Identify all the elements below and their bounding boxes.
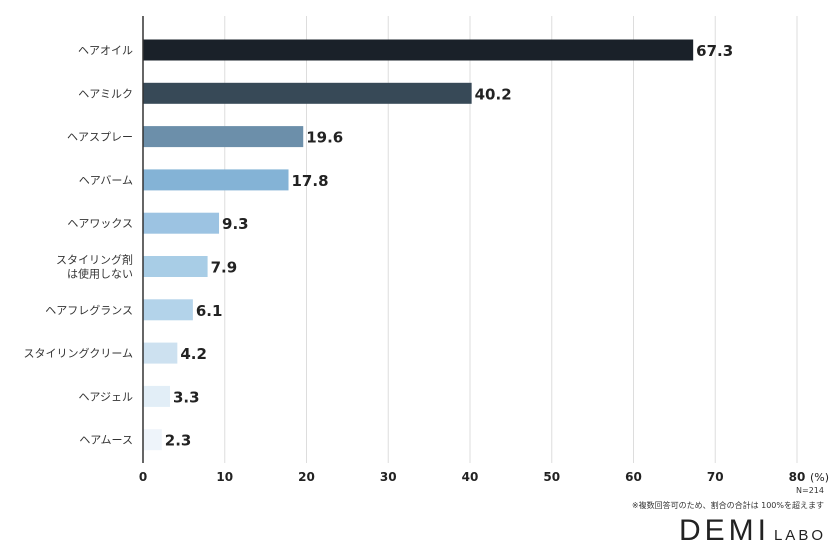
value-label: 4.2 bbox=[180, 345, 207, 363]
x-tick-label: 30 bbox=[380, 470, 397, 484]
category-label: ヘアジェル bbox=[78, 390, 133, 403]
bar bbox=[143, 212, 220, 234]
bar bbox=[143, 82, 472, 104]
x-tick-label: 60 bbox=[625, 470, 642, 484]
category-label: ヘアバーム bbox=[79, 174, 133, 187]
value-label: 67.3 bbox=[696, 42, 733, 60]
category-label: スタイリング剤 bbox=[56, 253, 133, 267]
multiple-answer-note: ※複数回答可のため、割合の合計は 100%を超えます bbox=[631, 501, 824, 510]
sample-size-note: N=214 bbox=[796, 486, 824, 495]
category-label: は使用しない bbox=[67, 268, 133, 281]
x-tick-label: 0 bbox=[139, 470, 147, 484]
bar bbox=[143, 256, 208, 277]
label-layer: 67.3 ヘアオイル 40.2 ヘアミルク 19.6 ヘアスプレー 17.8 ヘアバーム 9.3… bbox=[24, 42, 734, 450]
x-tick-label: 80 bbox=[789, 470, 806, 484]
value-label: 40.2 bbox=[475, 85, 512, 103]
logo-main-text: DEMI bbox=[678, 514, 770, 547]
x-tick-label: 10 bbox=[216, 470, 233, 484]
value-label: 19.6 bbox=[306, 129, 343, 147]
bar bbox=[143, 385, 170, 407]
x-tick-label: 70 bbox=[707, 470, 724, 484]
value-label: 7.9 bbox=[211, 259, 238, 277]
category-label: ヘアオイル bbox=[78, 44, 133, 57]
bar bbox=[143, 39, 694, 61]
x-tick-label: 40 bbox=[462, 470, 479, 484]
bar bbox=[143, 126, 304, 148]
value-label: 17.8 bbox=[292, 172, 329, 190]
bar bbox=[143, 342, 178, 364]
category-label: ヘアワックス bbox=[67, 217, 133, 230]
category-label: スタイリングクリーム bbox=[24, 346, 133, 360]
value-label: 3.3 bbox=[173, 388, 200, 406]
bar-layer bbox=[143, 39, 694, 451]
value-label: 9.3 bbox=[222, 215, 249, 233]
bar bbox=[143, 169, 289, 191]
category-label: ヘアミルク bbox=[78, 87, 133, 100]
category-label: ヘアフレグランス bbox=[45, 303, 133, 317]
x-axis: 0 10 20 30 40 50 60 70 80 (%) bbox=[139, 16, 829, 484]
category-label: ヘアスプレー bbox=[67, 131, 133, 144]
x-tick-label: 20 bbox=[298, 470, 315, 484]
x-tick-label: 50 bbox=[543, 470, 560, 484]
bar bbox=[143, 429, 162, 451]
x-unit-label: (%) bbox=[810, 471, 829, 484]
bar bbox=[143, 299, 193, 321]
logo-sub-text: LABO bbox=[773, 527, 826, 544]
demi-labo-logo: DEMI LABO bbox=[679, 514, 826, 548]
value-label: 6.1 bbox=[196, 302, 223, 320]
category-label: ヘアムース bbox=[79, 434, 133, 447]
value-label: 2.3 bbox=[165, 432, 192, 450]
